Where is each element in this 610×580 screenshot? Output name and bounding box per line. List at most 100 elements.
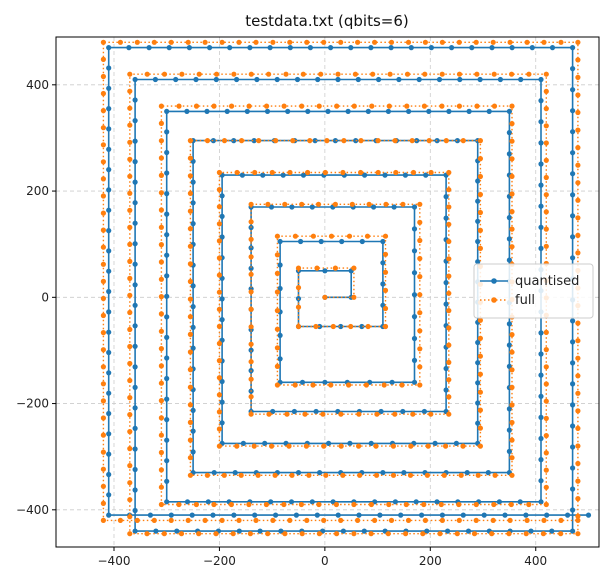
data-point (358, 169, 364, 176)
data-point (375, 169, 381, 176)
data-point (443, 194, 449, 200)
data-point (477, 443, 483, 449)
data-point (543, 415, 549, 421)
data-point (575, 373, 581, 379)
data-point (570, 171, 576, 177)
data-point (158, 172, 164, 178)
data-point (485, 470, 491, 476)
data-point (322, 169, 328, 176)
data-point (403, 501, 409, 508)
data-point (538, 351, 544, 357)
data-point (132, 97, 138, 103)
data-point (351, 294, 357, 300)
data-point (168, 39, 174, 45)
data-point (219, 317, 225, 323)
y-tick-label: 0 (41, 290, 49, 304)
data-point (190, 449, 196, 455)
data-point (158, 138, 164, 144)
data-point (346, 382, 352, 388)
data-point (570, 360, 576, 366)
data-point (213, 76, 219, 83)
data-point (575, 513, 581, 519)
data-point (184, 499, 191, 505)
data-point (443, 215, 449, 221)
data-point (570, 318, 576, 324)
data-point (302, 411, 308, 417)
data-point (307, 45, 313, 51)
data-point (477, 245, 483, 251)
data-point (187, 155, 193, 161)
data-point (506, 108, 512, 114)
data-point (174, 528, 180, 534)
data-point (316, 501, 322, 508)
data-point (338, 443, 344, 449)
data-point (158, 398, 164, 404)
x-tick-label: −200 (203, 554, 236, 568)
data-point (295, 470, 302, 476)
data-point (158, 363, 164, 369)
data-point (216, 443, 222, 449)
data-point (365, 108, 371, 114)
data-point (100, 398, 106, 404)
data-point (321, 443, 327, 449)
data-point (543, 381, 549, 387)
data-point (506, 342, 512, 348)
data-point (164, 355, 170, 361)
data-point (127, 360, 133, 367)
data-point (477, 371, 483, 377)
data-point (158, 190, 164, 196)
data-point (106, 85, 112, 91)
data-point (318, 71, 324, 77)
data-point (277, 285, 283, 292)
data-point (411, 226, 418, 232)
data-point (164, 334, 170, 340)
data-point (410, 169, 417, 176)
data-point (127, 88, 133, 94)
data-point (538, 499, 544, 505)
data-point (338, 323, 344, 330)
data-point (164, 375, 170, 382)
data-point (158, 467, 164, 473)
data-point (106, 288, 112, 295)
data-point (339, 238, 345, 245)
data-point (127, 377, 133, 384)
data-point (127, 429, 133, 435)
data-point (417, 364, 423, 370)
data-point (386, 501, 392, 508)
data-point (100, 227, 106, 233)
data-point (127, 122, 133, 128)
data-point (274, 382, 280, 388)
data-point (575, 338, 581, 344)
data-point (477, 425, 483, 431)
data-point (428, 411, 434, 417)
data-point (221, 472, 227, 478)
data-point (371, 204, 377, 210)
data-point (509, 226, 515, 232)
data-point (248, 265, 254, 271)
data-point (134, 517, 140, 524)
data-point (320, 411, 326, 417)
data-point (158, 328, 164, 334)
data-point (549, 45, 556, 51)
data-point (382, 251, 389, 257)
data-point (281, 103, 287, 109)
data-point (127, 446, 133, 452)
data-point (100, 142, 106, 148)
data-point (575, 425, 581, 431)
data-point (270, 517, 276, 524)
data-point (106, 207, 112, 213)
data-point (446, 394, 452, 400)
data-point (570, 339, 576, 345)
data-point (456, 39, 462, 45)
data-point (216, 340, 222, 347)
data-point (100, 500, 106, 506)
data-point (178, 531, 185, 537)
data-point (268, 204, 275, 210)
data-point (322, 268, 328, 274)
data-point (216, 289, 222, 295)
data-point (190, 200, 196, 206)
data-point (106, 329, 112, 335)
data-point (509, 367, 515, 373)
data-point (509, 138, 515, 144)
data-point (388, 45, 394, 51)
